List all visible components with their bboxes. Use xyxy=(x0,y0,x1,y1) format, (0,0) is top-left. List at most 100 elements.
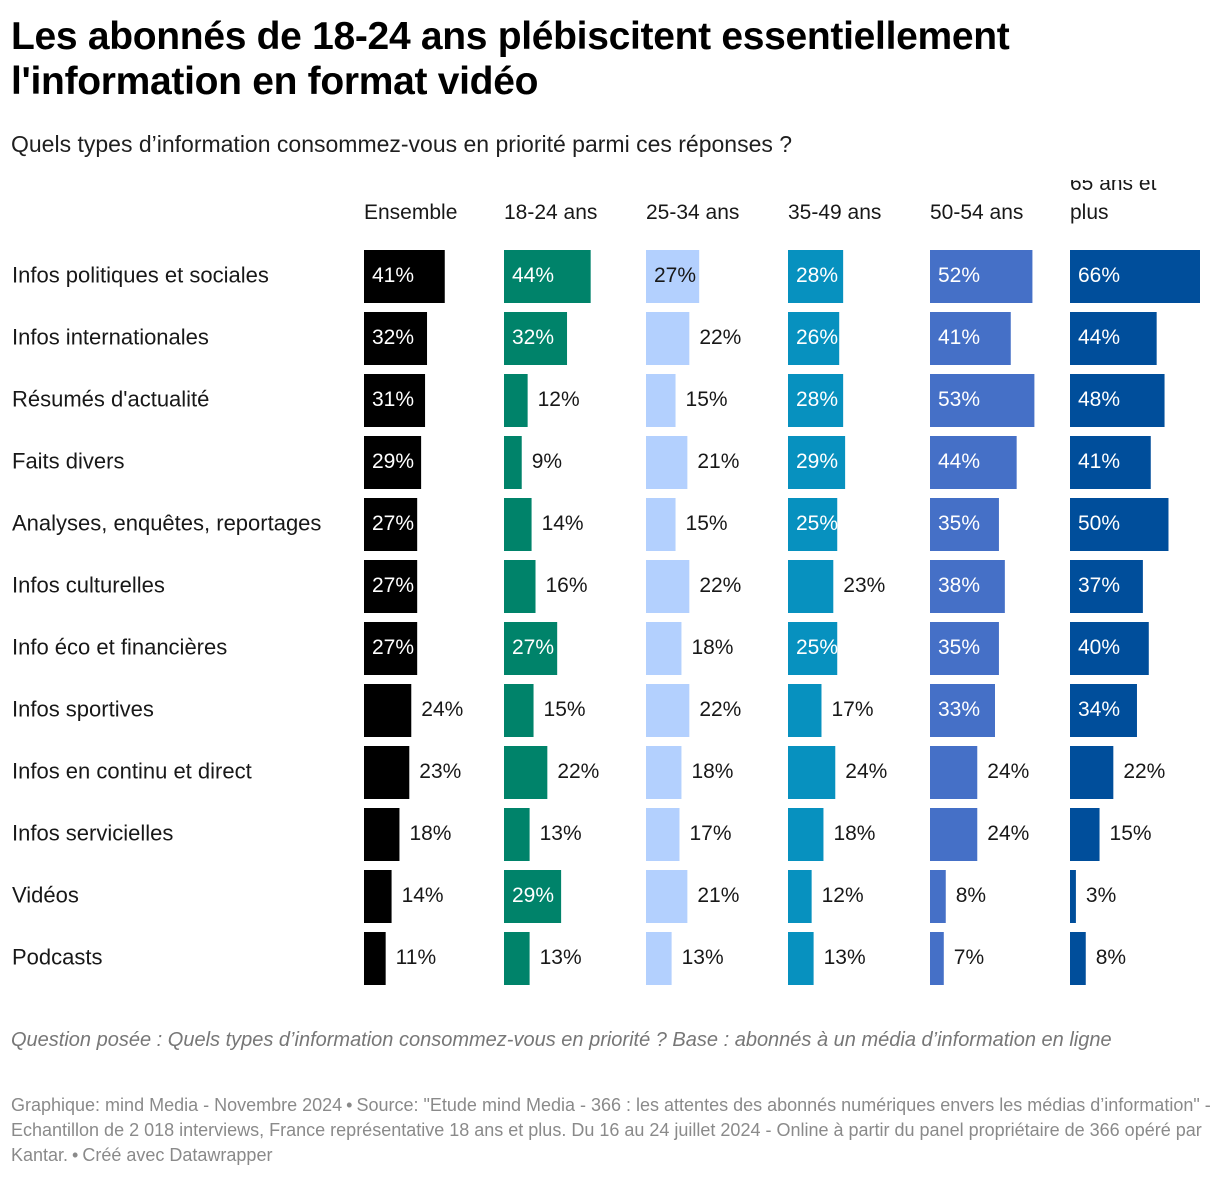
bar xyxy=(364,560,418,613)
bar xyxy=(930,870,946,923)
data-label: 15% xyxy=(686,512,728,535)
bar xyxy=(364,746,410,799)
data-label: 18% xyxy=(691,636,733,659)
data-label: 11% xyxy=(396,946,436,969)
data-label: 22% xyxy=(557,760,599,783)
series-header: 65 ans et xyxy=(1070,180,1157,195)
data-label: 22% xyxy=(699,698,741,721)
bar xyxy=(646,374,676,427)
data-label: 23% xyxy=(419,760,461,783)
bar xyxy=(364,250,445,303)
data-label: 25% xyxy=(796,636,838,659)
data-label: 53% xyxy=(938,388,980,411)
bar xyxy=(930,436,1017,489)
bar xyxy=(788,250,844,303)
data-label: 29% xyxy=(372,450,414,473)
bar xyxy=(504,870,562,923)
bar xyxy=(1070,498,1169,551)
bar xyxy=(646,746,682,799)
bar xyxy=(646,622,682,675)
bar xyxy=(930,374,1035,427)
data-label: 8% xyxy=(1096,946,1126,969)
data-label: 29% xyxy=(512,884,554,907)
data-label: 24% xyxy=(421,698,463,721)
data-label: 12% xyxy=(538,388,580,411)
data-label: 35% xyxy=(938,636,980,659)
bar xyxy=(504,560,536,613)
category-label: Infos politiques et sociales xyxy=(12,262,269,287)
bar xyxy=(364,808,400,861)
bar xyxy=(364,870,392,923)
category-label: Podcasts xyxy=(12,944,103,969)
data-label: 37% xyxy=(1078,574,1120,597)
data-label: 44% xyxy=(938,450,980,473)
data-label: 9% xyxy=(532,450,562,473)
series-panel: Ensemble 41% 32% 31% 29% 27% 27% 27% 24% 23% 18% 14… xyxy=(364,201,463,985)
chart-title: Les abonnés de 18-24 ans plébiscitent es… xyxy=(11,15,1010,103)
bar xyxy=(504,250,591,303)
data-label: 33% xyxy=(938,698,980,721)
data-label: 14% xyxy=(542,512,584,535)
bar xyxy=(930,808,978,861)
bar xyxy=(788,808,824,861)
data-label: 44% xyxy=(512,264,554,287)
data-label: 7% xyxy=(954,946,984,969)
data-label: 40% xyxy=(1078,636,1120,659)
data-label: 24% xyxy=(987,822,1029,845)
data-label: 25% xyxy=(796,512,838,535)
data-label: 27% xyxy=(372,574,414,597)
bar xyxy=(930,932,944,985)
data-label: 17% xyxy=(831,698,873,721)
series-panel: 65 ans et plus 66% 44% 48% 41% 50% 37% 40% 34% 22%… xyxy=(1070,180,1200,985)
data-label: 12% xyxy=(822,884,864,907)
data-label: 23% xyxy=(843,574,885,597)
bar xyxy=(930,498,999,551)
bar xyxy=(788,312,840,365)
footer-source: Source: "Etude mind Media - 366 : les at… xyxy=(11,1095,1211,1165)
data-label: 18% xyxy=(409,822,451,845)
data-label: 41% xyxy=(1078,450,1120,473)
data-label: 27% xyxy=(512,636,554,659)
data-label: 15% xyxy=(1110,822,1152,845)
data-label: 17% xyxy=(689,822,731,845)
data-label: 13% xyxy=(824,946,866,969)
bar xyxy=(930,560,1005,613)
data-label: 28% xyxy=(796,388,838,411)
bar xyxy=(1070,932,1086,985)
bar xyxy=(646,436,688,489)
series-header: 35-49 ans xyxy=(788,201,881,224)
data-label: 27% xyxy=(654,264,696,287)
data-label: 52% xyxy=(938,264,980,287)
bar xyxy=(1070,436,1151,489)
series-panel: 35-49 ans 28% 26% 28% 29% 25% 23% 25% 17% 24% 18% 1… xyxy=(788,201,887,985)
data-label: 41% xyxy=(938,326,980,349)
bar xyxy=(788,436,846,489)
data-label: 27% xyxy=(372,636,414,659)
bar xyxy=(1070,374,1165,427)
bar xyxy=(788,870,812,923)
data-label: 15% xyxy=(686,388,728,411)
bar-chart: Infos politiques et sociales Infos intern… xyxy=(12,180,1200,985)
data-label: 34% xyxy=(1078,698,1120,721)
data-label: 15% xyxy=(544,698,586,721)
bar xyxy=(504,498,532,551)
footer-separator: • xyxy=(346,1095,353,1115)
data-label: 13% xyxy=(540,946,582,969)
series-panel: 25-34 ans 27% 22% 15% 21% 15% 22% 18% 22% 18% 17% 2… xyxy=(646,201,741,985)
bar xyxy=(930,622,999,675)
data-label: 8% xyxy=(956,884,986,907)
chart-footer: Graphique: mind Media - Novembre 2024 • So… xyxy=(11,1093,1211,1168)
data-label: 26% xyxy=(796,326,838,349)
data-label: 48% xyxy=(1078,388,1120,411)
bar xyxy=(646,560,690,613)
data-label: 29% xyxy=(796,450,838,473)
bar xyxy=(930,312,1011,365)
series-header: 18-24 ans xyxy=(504,201,597,224)
row-labels: Infos politiques et sociales Infos intern… xyxy=(12,262,321,969)
bar xyxy=(1070,808,1100,861)
chart-note: Question posée : Quels types d’informati… xyxy=(11,1029,1112,1051)
data-label: 50% xyxy=(1078,512,1120,535)
bar xyxy=(504,374,528,427)
series-panel: 18-24 ans 44% 32% 12% 9% 14% 16% 27% 15% 22% 13% 29… xyxy=(504,201,599,985)
bar xyxy=(788,684,822,737)
